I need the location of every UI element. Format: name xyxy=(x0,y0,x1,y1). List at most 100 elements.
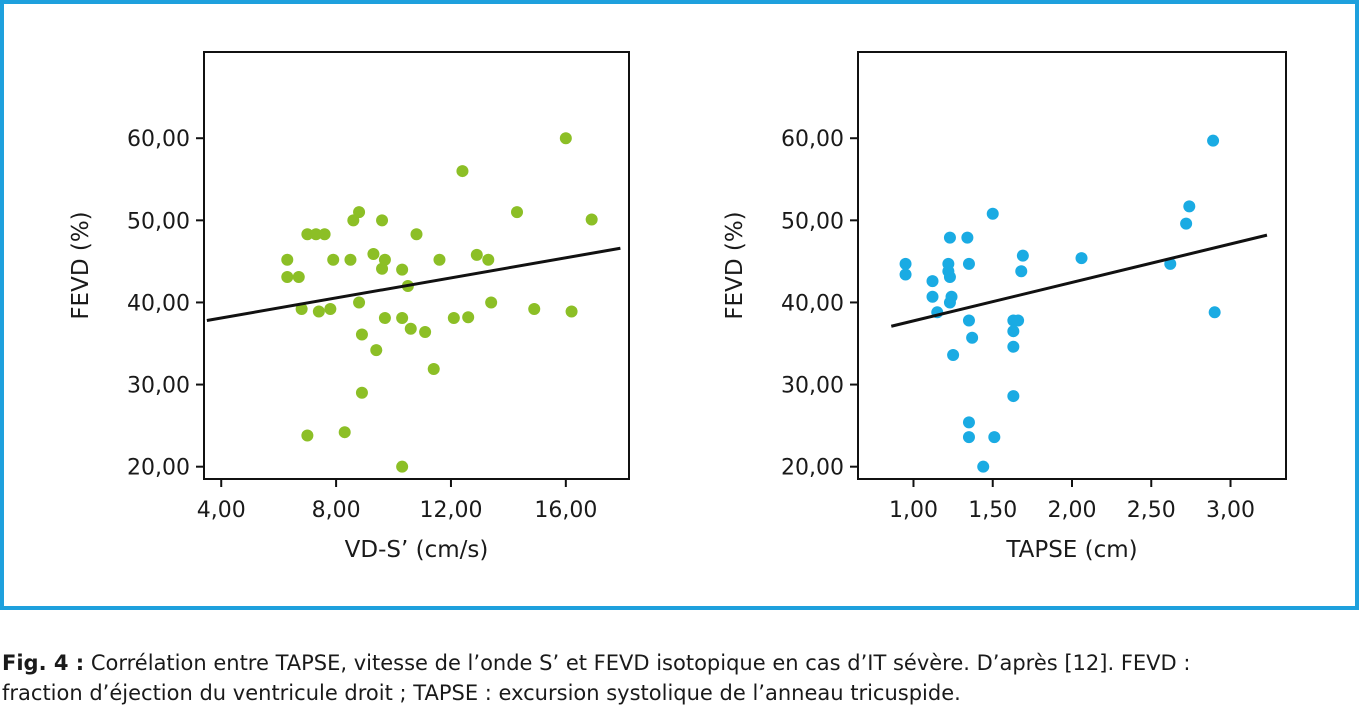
left-data-point xyxy=(355,328,368,341)
left-y-tick-label: 60,00 xyxy=(127,127,190,152)
right-data-point xyxy=(962,431,975,444)
left-data-point xyxy=(355,386,368,399)
left-data-point xyxy=(528,303,541,316)
left-data-point xyxy=(309,228,322,241)
left-data-point xyxy=(511,206,524,219)
left-data-point xyxy=(470,248,483,261)
right-x-tick-label: 1,50 xyxy=(968,498,1017,523)
right-y-tick-label: 60,00 xyxy=(781,127,844,152)
left-data-point xyxy=(295,303,308,316)
right-data-point xyxy=(962,257,975,270)
figure-border xyxy=(0,0,1359,610)
left-data-point xyxy=(396,263,409,276)
right-data-point xyxy=(1164,257,1177,270)
right-data-point xyxy=(977,460,990,473)
right-y-tick-label: 40,00 xyxy=(781,291,844,316)
right-data-point xyxy=(966,331,979,344)
scatter-chart-vd-s: 4,00 8,00 12,00 16,00 20,00 30,00 40,00 50,00 60… xyxy=(68,51,630,563)
left-data-point xyxy=(456,165,469,178)
right-data-point xyxy=(926,275,939,288)
left-y-axis-title: FEVD (%) xyxy=(68,211,94,319)
left-x-tick-label: 8,00 xyxy=(312,498,361,523)
right-data-point xyxy=(1015,265,1028,278)
left-data-point xyxy=(427,362,440,375)
left-data-point xyxy=(410,228,423,241)
right-x-tick-label: 2,50 xyxy=(1127,498,1176,523)
left-data-point xyxy=(312,305,325,318)
right-data-point xyxy=(962,416,975,429)
left-plot-area xyxy=(203,51,630,480)
right-data-point xyxy=(1207,134,1220,147)
left-data-point xyxy=(378,253,391,266)
right-data-point xyxy=(943,270,956,283)
left-data-point xyxy=(301,228,314,241)
left-data-point xyxy=(447,312,460,325)
figure-caption: Fig. 4 : Corrélation entre TAPSE, vitess… xyxy=(2,648,1357,708)
right-x-tick-label: 2,00 xyxy=(1048,498,1097,523)
right-data-point xyxy=(899,268,912,281)
left-data-point xyxy=(370,344,383,357)
left-data-point xyxy=(327,253,340,266)
right-data-point xyxy=(945,290,958,303)
left-data-point xyxy=(396,312,409,325)
right-data-point xyxy=(962,314,975,327)
left-data-point xyxy=(344,253,357,266)
left-y-tick-label: 50,00 xyxy=(127,209,190,234)
right-y-tick-label: 50,00 xyxy=(781,209,844,234)
scatter-chart-tapse: 1,00 1,50 2,00 2,50 3,00 20,00 30,00 40,00 50,00… xyxy=(722,51,1287,563)
left-data-point xyxy=(292,270,305,283)
left-y-tick-label: 20,00 xyxy=(127,456,190,481)
left-data-point xyxy=(281,270,294,283)
left-data-point xyxy=(353,206,366,219)
left-data-point xyxy=(281,253,294,266)
right-y-axis-title: FEVD (%) xyxy=(722,211,748,319)
caption-text-1: Corrélation entre TAPSE, vitesse de l’on… xyxy=(84,651,1191,675)
left-data-point xyxy=(324,303,337,316)
left-x-axis-title: VD-S’ (cm/s) xyxy=(345,537,489,563)
left-data-point xyxy=(485,296,498,309)
right-x-tick-label: 1,00 xyxy=(889,498,938,523)
left-y-tick-label: 40,00 xyxy=(127,291,190,316)
left-data-point xyxy=(396,460,409,473)
left-regression-line xyxy=(206,246,621,322)
left-data-point xyxy=(376,262,389,275)
right-regression-line xyxy=(890,233,1268,328)
right-data-point xyxy=(1007,390,1020,403)
left-y-tick-label: 30,00 xyxy=(127,374,190,399)
right-x-axis-title: TAPSE (cm) xyxy=(1005,537,1137,563)
left-data-point xyxy=(419,326,432,339)
left-x-tick-label: 16,00 xyxy=(534,498,597,523)
left-x-tick-label: 4,00 xyxy=(197,498,246,523)
left-data-point xyxy=(376,214,389,227)
right-data-point xyxy=(1007,340,1020,353)
left-x-tick-label: 12,00 xyxy=(419,498,482,523)
left-data-point xyxy=(462,311,475,324)
left-data-point xyxy=(338,426,351,439)
caption-line-2: fraction d’éjection du ventricule droit … xyxy=(2,681,961,705)
right-data-point xyxy=(1012,314,1025,327)
left-data-point xyxy=(378,312,391,325)
right-data-point xyxy=(1007,325,1020,338)
right-data-point xyxy=(986,207,999,220)
left-data-point xyxy=(433,253,446,266)
right-x-tick-label: 3,00 xyxy=(1206,498,1255,523)
left-data-point xyxy=(353,296,366,309)
right-data-point xyxy=(988,431,1001,444)
caption-line-1: Fig. 4 : Corrélation entre TAPSE, vitess… xyxy=(2,648,1357,678)
figure-frame: 4,00 8,00 12,00 16,00 20,00 30,00 40,00 50,00 60… xyxy=(0,0,1359,610)
right-data-point xyxy=(943,231,956,244)
right-data-point xyxy=(961,231,974,244)
left-data-point xyxy=(565,305,578,318)
right-data-point xyxy=(1208,306,1221,319)
right-data-point xyxy=(926,290,939,303)
right-data-point xyxy=(1016,249,1029,262)
left-data-point xyxy=(585,213,598,226)
right-y-tick-label: 30,00 xyxy=(781,374,844,399)
left-data-point xyxy=(482,253,495,266)
left-data-point xyxy=(301,429,314,442)
right-data-point xyxy=(1183,200,1196,213)
left-data-point xyxy=(404,322,417,335)
right-y-tick-label: 20,00 xyxy=(781,456,844,481)
left-data-point xyxy=(367,248,380,261)
right-data-point xyxy=(899,257,912,270)
